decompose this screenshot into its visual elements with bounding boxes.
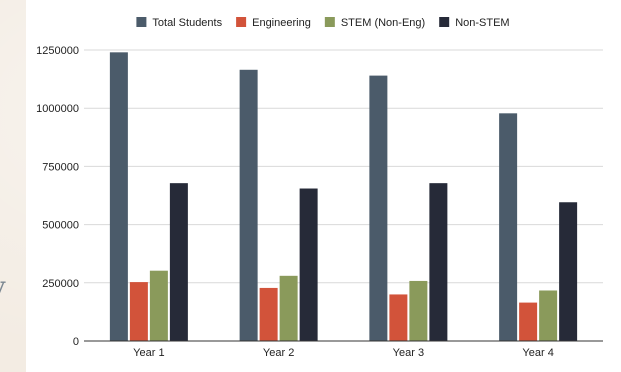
y-tick-label: 750000	[42, 161, 79, 173]
legend-label: Total Students	[152, 17, 222, 29]
bar-total-students-year-3	[369, 75, 388, 341]
bar-non-stem-year-4	[559, 202, 578, 341]
legend-swatch	[136, 17, 147, 27]
bar-non-stem-year-1	[169, 183, 188, 341]
bar-stem-non-eng--year-2	[279, 275, 298, 341]
bar-engineering-year-4	[519, 302, 538, 341]
bar-engineering-year-3	[389, 294, 408, 341]
bar-stem-non-eng--year-4	[539, 290, 558, 341]
y-tick-label: 500000	[42, 220, 79, 232]
x-tick-label: Year 4	[522, 347, 553, 359]
chart-card: 0 250000 500000 750000 1000000 1250000 Year 1…	[26, 0, 621, 372]
bar-non-stem-year-3	[429, 183, 448, 341]
bar-stem-non-eng--year-3	[409, 280, 428, 341]
bar-chart: 0 250000 500000 750000 1000000 1250000 Year 1…	[36, 17, 603, 359]
y-tick-label: 1000000	[36, 103, 79, 115]
bar-total-students-year-4	[499, 113, 518, 342]
side-text-fragment: y	[0, 272, 26, 312]
legend-swatch	[236, 17, 247, 27]
bar-total-students-year-2	[239, 69, 258, 342]
gridlines	[84, 49, 603, 284]
x-tick-label: Year 1	[133, 347, 164, 359]
bar-engineering-year-1	[129, 282, 148, 341]
bar-stem-non-eng--year-1	[149, 270, 168, 341]
legend: Total Students Engineering STEM (Non-Eng) N…	[136, 17, 510, 29]
bars	[109, 52, 578, 342]
bar-total-students-year-1	[109, 52, 128, 341]
bar-engineering-year-2	[259, 287, 278, 341]
legend-label: Engineering	[252, 17, 311, 29]
x-tick-label: Year 3	[393, 347, 424, 359]
x-axis-ticks: Year 1 Year 2 Year 3 Year 4	[133, 347, 554, 359]
y-tick-label: 250000	[42, 278, 79, 290]
legend-label: STEM (Non-Eng)	[341, 17, 425, 29]
legend-swatch	[324, 17, 335, 27]
bar-non-stem-year-2	[299, 188, 318, 341]
y-tick-label: 1250000	[36, 45, 79, 57]
legend-label: Non-STEM	[455, 17, 509, 29]
x-tick-label: Year 2	[263, 347, 294, 359]
y-axis-ticks: 0 250000 500000 750000 1000000 1250000	[36, 45, 79, 348]
y-tick-label: 0	[73, 336, 79, 348]
legend-swatch	[439, 17, 450, 27]
